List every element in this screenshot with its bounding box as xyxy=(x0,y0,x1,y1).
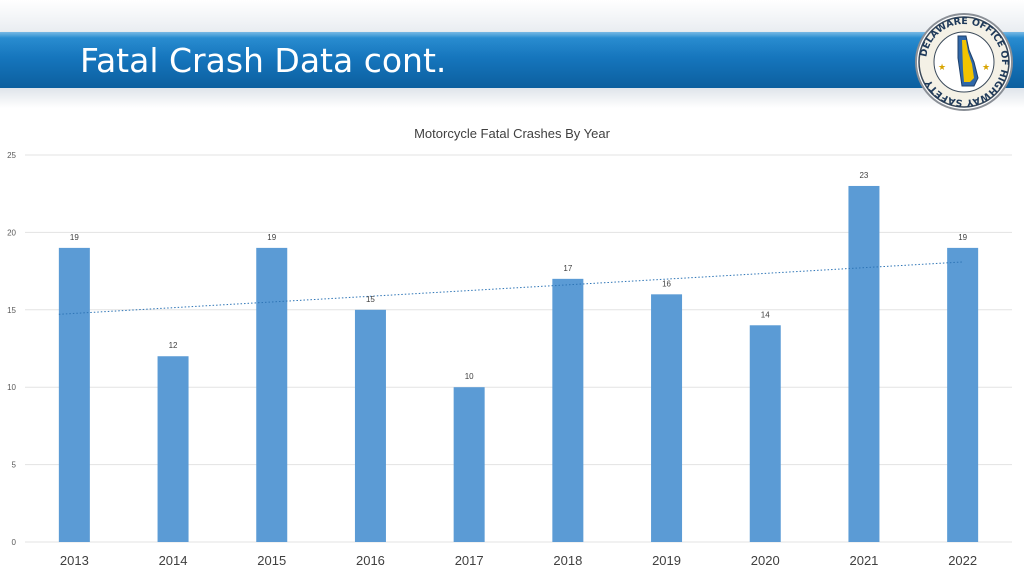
delaware-state-highlight xyxy=(962,40,974,82)
bars xyxy=(58,185,979,542)
x-tick-label: 2021 xyxy=(849,553,878,568)
chart-title: Motorcycle Fatal Crashes By Year xyxy=(414,126,610,141)
bar-2020 xyxy=(749,325,781,542)
y-tick-label: 0 xyxy=(12,538,17,547)
data-labels: 19 12 19 15 10 17 16 14 23 19 xyxy=(70,171,968,381)
bar-2019 xyxy=(651,294,683,542)
bar-2021 xyxy=(848,185,880,542)
x-tick-label: 2016 xyxy=(356,553,385,568)
x-tick-label: 2017 xyxy=(455,553,484,568)
slide-title: Fatal Crash Data cont. xyxy=(80,41,447,80)
slide-top-background xyxy=(0,0,1024,32)
x-tick-label: 2022 xyxy=(948,553,977,568)
y-tick-label: 15 xyxy=(7,306,16,315)
data-label: 19 xyxy=(958,233,967,242)
bar-2022 xyxy=(947,247,979,542)
y-tick-label: 10 xyxy=(7,383,16,392)
data-label: 12 xyxy=(169,341,178,350)
data-label: 14 xyxy=(761,310,770,319)
bar-2018 xyxy=(552,278,584,542)
x-tick-label: 2020 xyxy=(751,553,780,568)
trendline-layer xyxy=(58,261,963,315)
data-label: 19 xyxy=(267,233,276,242)
data-label: 16 xyxy=(662,279,671,288)
data-label: 17 xyxy=(563,264,572,273)
x-axis-ticks: 2013 2014 2015 2016 2017 2018 2019 2020 2021 2022 xyxy=(60,553,977,568)
data-label: 10 xyxy=(465,372,474,381)
title-banner-shine xyxy=(0,32,1024,38)
bar-2013 xyxy=(58,247,90,542)
bar-2017 xyxy=(453,387,485,542)
x-tick-label: 2018 xyxy=(553,553,582,568)
y-tick-label: 25 xyxy=(7,151,16,160)
y-axis-ticks: 0 5 10 15 20 25 xyxy=(7,151,16,547)
data-label: 15 xyxy=(366,295,375,304)
y-tick-label: 20 xyxy=(7,228,16,237)
x-tick-label: 2019 xyxy=(652,553,681,568)
bar-2014 xyxy=(157,356,189,542)
x-tick-label: 2014 xyxy=(159,553,188,568)
seal-star-right-icon: ★ xyxy=(982,62,990,72)
bar-2015 xyxy=(256,247,288,542)
data-label: 19 xyxy=(70,233,79,242)
gridlines xyxy=(25,154,1012,543)
highway-safety-seal-logo: DELAWARE OFFICE OF HIGHWAY SAFETY ★ ★ xyxy=(915,13,1013,111)
seal-star-left-icon: ★ xyxy=(938,62,946,72)
y-tick-label: 5 xyxy=(12,461,17,470)
bar-2016 xyxy=(354,309,386,542)
banner-shadow xyxy=(0,88,1024,108)
trendline xyxy=(58,261,963,315)
title-banner xyxy=(0,32,1024,88)
x-tick-label: 2015 xyxy=(257,553,286,568)
x-tick-label: 2013 xyxy=(60,553,89,568)
data-label: 23 xyxy=(859,171,868,180)
